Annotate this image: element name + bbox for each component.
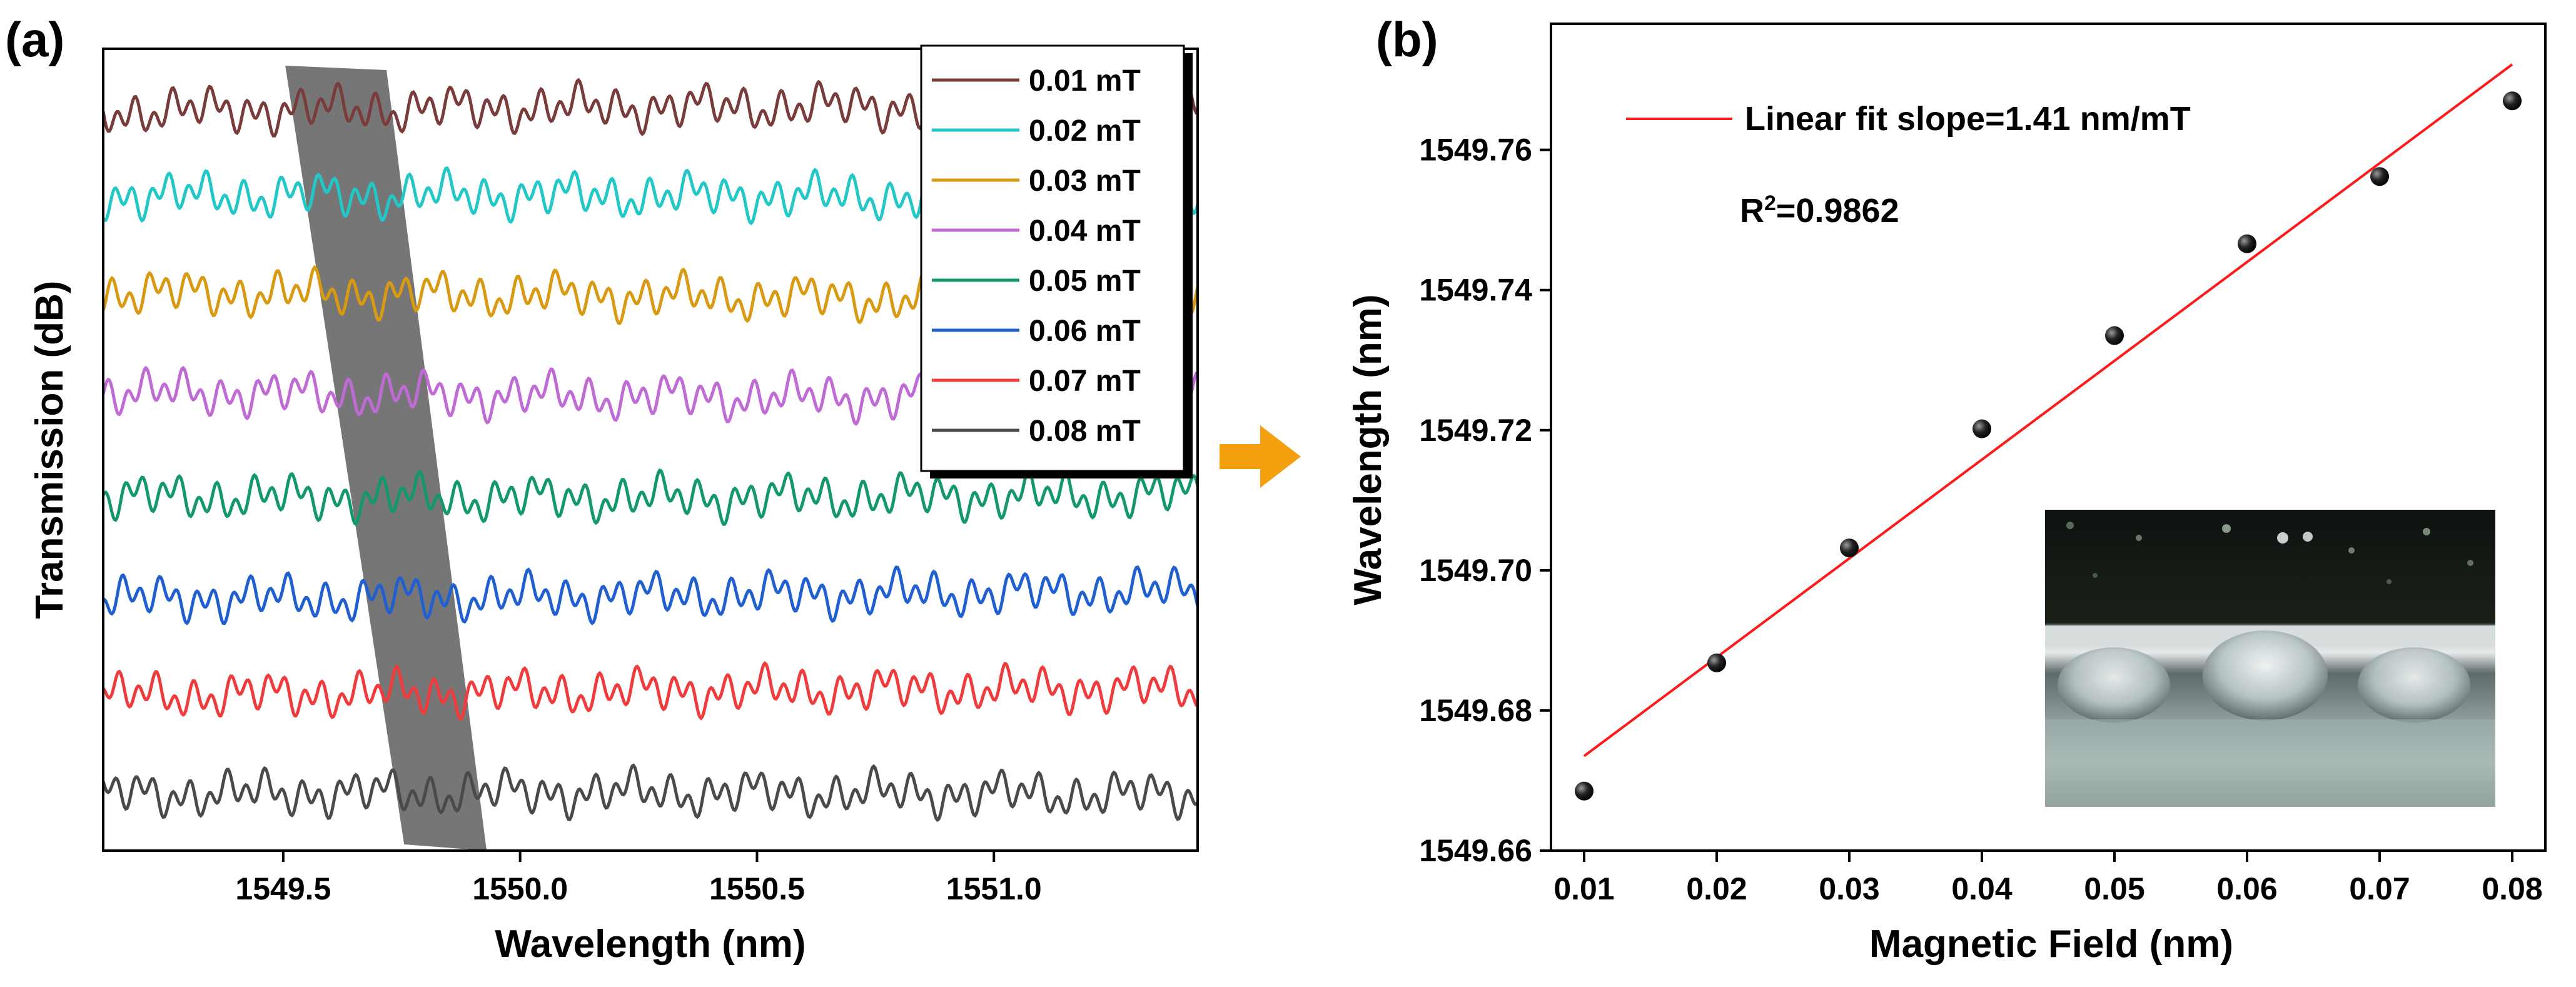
- photo-sphere-left: [2058, 647, 2170, 722]
- legend-a-label: 0.06 mT: [1029, 315, 1141, 348]
- x-tick-label-b: 0.03: [1819, 871, 1879, 906]
- y-axis-title-b: Wavelength (nm): [1346, 294, 1390, 605]
- photo-sphere-right: [2358, 647, 2470, 722]
- panel-a-label: (a): [5, 12, 64, 67]
- y-tick-label-b: 1549.70: [1419, 553, 1532, 588]
- x-tick-label-b: 0.07: [2349, 871, 2410, 906]
- arrow-shaft: [1220, 444, 1263, 469]
- legend-b-label: Linear fit slope=1.41 nm/mT: [1745, 100, 2191, 138]
- data-point: [2238, 234, 2256, 253]
- x-tick-label-b: 0.04: [1951, 871, 2013, 906]
- arrow-icon: [1220, 425, 1301, 488]
- data-point: [2370, 167, 2389, 186]
- legend-b: Linear fit slope=1.41 nm/mT: [1626, 100, 2191, 138]
- shaded-band: [285, 66, 487, 851]
- legend-a: 0.01 mT 0.02 mT 0.03 mT 0.04 mT 0.05 mT 0.06 …: [920, 44, 1193, 478]
- data-point: [1972, 419, 1991, 438]
- arrow-head: [1260, 425, 1301, 488]
- x-tick-label-b: 0.08: [2482, 871, 2542, 906]
- plot-a-frame: [102, 48, 1199, 852]
- x-tick-label-b: 0.06: [2216, 871, 2277, 906]
- data-point: [1575, 781, 1594, 801]
- legend-a-label: 0.01 mT: [1029, 64, 1141, 98]
- x-tick-label-a: 1549.5: [235, 871, 331, 906]
- x-axis-ticks-b: 0.01 0.02 0.03 0.04 0.05 0.06 0.07 0.08: [1553, 851, 2543, 906]
- data-points: [1575, 91, 2522, 801]
- y-axis-title-a: Transmission (dB): [28, 281, 71, 619]
- legend-a-label: 0.04 mT: [1029, 215, 1141, 248]
- legend-a-box: [920, 44, 1185, 472]
- series-line-6: [103, 565, 1200, 625]
- y-tick-label-b: 1549.72: [1419, 413, 1532, 448]
- data-point: [1707, 653, 1726, 672]
- panel-b-wavelength-chart: (b): [1346, 12, 2547, 966]
- series-line-5: [101, 468, 1200, 527]
- x-tick-label-a: 1550.0: [472, 871, 568, 906]
- y-axis-ticks-b: 1549.66 1549.68 1549.70 1549.72 1549.74 1549.…: [1419, 133, 1551, 868]
- legend-a-label: 0.03 mT: [1029, 164, 1141, 198]
- data-point: [2105, 326, 2124, 345]
- x-tick-label-b: 0.01: [1553, 871, 1614, 906]
- fit-line: [1583, 63, 2513, 757]
- x-tick-label-b: 0.02: [1686, 871, 1747, 906]
- panel-a-transmission-chart: (a) 1549.5 1550.0 1550.5 1551.0 Wavelength …: [5, 12, 1200, 966]
- r-squared-annotation: R2=0.9862: [1740, 191, 1899, 230]
- spectra-series-group: [101, 78, 1200, 822]
- y-tick-label-b: 1549.74: [1419, 273, 1532, 308]
- legend-a-label: 0.07 mT: [1029, 365, 1141, 398]
- legend-a-label: 0.05 mT: [1029, 265, 1141, 298]
- y-tick-label-b: 1549.66: [1419, 833, 1532, 868]
- x-axis-title-a: Wavelength (nm): [495, 923, 806, 966]
- x-tick-label-a: 1550.5: [709, 871, 805, 906]
- y-tick-label-b: 1549.68: [1419, 693, 1532, 728]
- data-point: [2503, 91, 2522, 111]
- plot-b-frame: [1550, 23, 2547, 852]
- x-axis-title-b: Magnetic Field (nm): [1869, 923, 2233, 966]
- highlight-band: [285, 66, 487, 851]
- legend-a-label: 0.02 mT: [1029, 114, 1141, 148]
- microsphere-photo: [2045, 510, 2495, 807]
- x-axis-ticks-a: 1549.5 1550.0 1550.5 1551.0: [235, 851, 1042, 906]
- photo-sphere-center: [2203, 630, 2328, 721]
- x-tick-label-a: 1551.0: [946, 871, 1042, 906]
- x-tick-label-b: 0.05: [2084, 871, 2144, 906]
- y-tick-label-b: 1549.76: [1419, 133, 1532, 168]
- series-line-8: [101, 763, 1200, 822]
- series-line-7: [102, 661, 1199, 721]
- data-point: [1840, 539, 1859, 558]
- legend-a-label: 0.08 mT: [1029, 415, 1141, 448]
- panel-b-label: (b): [1376, 12, 1438, 67]
